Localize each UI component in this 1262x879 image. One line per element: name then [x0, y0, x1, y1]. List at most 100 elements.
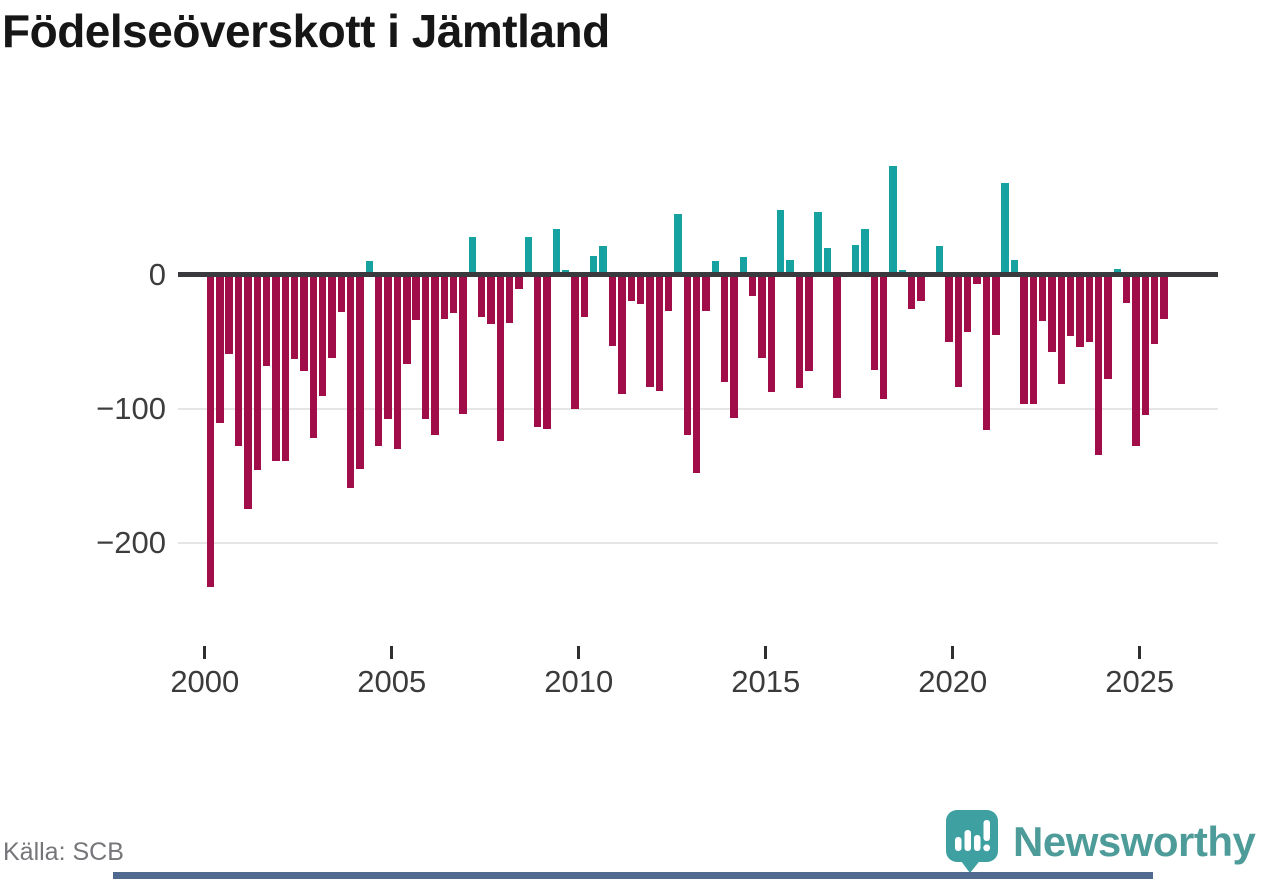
bar-negative — [1085, 274, 1093, 342]
bar-negative — [1141, 274, 1150, 416]
bar-negative — [253, 274, 261, 471]
bar-negative — [1029, 274, 1037, 405]
bar-negative — [636, 274, 645, 304]
bar-negative — [309, 274, 318, 438]
bar-negative — [720, 274, 729, 382]
bar-negative — [449, 274, 458, 314]
bar-negative — [290, 274, 299, 359]
bar-negative — [907, 274, 916, 310]
bar-negative — [608, 274, 617, 346]
bar-negative — [225, 274, 233, 354]
bar-negative — [1076, 274, 1084, 347]
bar-negative — [1151, 274, 1159, 345]
bar-negative — [702, 274, 710, 311]
newsworthy-wordmark: Newsworthy — [1013, 818, 1256, 865]
bar-negative — [879, 274, 888, 400]
bar-negative — [945, 274, 953, 342]
bar-negative — [1057, 274, 1065, 385]
newsworthy-logo-icon — [946, 810, 998, 873]
chart-title: Födelseöverskott i Jämtland — [2, 5, 610, 57]
y-axis-label: −200 — [96, 524, 166, 560]
bar-negative — [206, 274, 215, 587]
bar-negative — [496, 274, 504, 441]
bar-negative — [328, 274, 336, 358]
x-axis-tick — [390, 646, 394, 659]
bar-positive — [851, 245, 860, 275]
bar-negative — [730, 274, 738, 418]
x-axis-label: 2000 — [170, 664, 240, 699]
bar-negative — [954, 274, 963, 388]
bar-negative — [403, 274, 411, 365]
bar-positive — [777, 210, 785, 275]
bar-negative — [1038, 274, 1047, 322]
bar-negative — [505, 274, 514, 323]
bar-negative — [459, 274, 467, 414]
bar-positive — [711, 261, 720, 275]
bar-negative — [337, 274, 346, 313]
bar-negative — [393, 274, 402, 449]
bar-negative — [281, 274, 289, 461]
bar-negative — [664, 274, 673, 311]
bar-positive — [936, 246, 944, 275]
zero-axis-line — [178, 272, 1218, 277]
bar-negative — [477, 274, 486, 318]
bar-negative — [1020, 274, 1028, 405]
bar-positive — [814, 211, 822, 275]
bar-negative — [1066, 274, 1075, 337]
bar-positive — [552, 228, 561, 275]
x-axis-tick — [1138, 646, 1142, 659]
bar-negative — [272, 274, 280, 461]
bar-negative — [795, 274, 804, 389]
bar-positive — [786, 259, 794, 275]
bar-negative — [1160, 274, 1168, 319]
bar-negative — [655, 274, 663, 392]
bar-negative — [440, 274, 448, 319]
x-axis-label: 2015 — [731, 664, 801, 699]
x-axis-label: 2025 — [1105, 664, 1175, 699]
bar-negative — [384, 274, 392, 420]
x-axis-tick — [577, 646, 581, 659]
bar-negative — [1094, 274, 1103, 456]
bar-negative — [412, 274, 420, 321]
bar-negative — [758, 274, 766, 358]
bar-negative — [421, 274, 430, 420]
bar-negative — [244, 274, 252, 509]
bar-negative — [1132, 274, 1140, 447]
bar-negative — [1123, 274, 1131, 303]
bar-positive — [1010, 259, 1019, 275]
bar-positive — [1113, 269, 1122, 275]
bar-positive — [365, 261, 374, 275]
footer-accent-bar — [113, 872, 1153, 879]
bar-negative — [1104, 274, 1112, 380]
bar-negative — [982, 274, 991, 430]
bar-negative — [543, 274, 551, 429]
bar-negative — [870, 274, 878, 370]
bar-positive — [524, 236, 533, 275]
x-axis-label: 2005 — [357, 664, 427, 699]
bar-negative — [964, 274, 972, 333]
y-axis-label: −100 — [96, 390, 166, 426]
bar-positive — [739, 257, 748, 275]
bar-negative — [833, 274, 841, 398]
x-axis-tick — [203, 646, 207, 659]
bar-positive — [889, 165, 897, 275]
x-axis-tick — [764, 646, 768, 659]
bar-negative — [487, 274, 495, 325]
bar-negative — [627, 274, 635, 302]
bar-negative — [300, 274, 308, 371]
bar-negative — [618, 274, 626, 394]
bar-positive — [1001, 183, 1009, 275]
x-axis-tick — [951, 646, 955, 659]
bar-negative — [431, 274, 439, 436]
bar-positive — [861, 228, 869, 275]
bar-positive — [823, 247, 832, 275]
bar-negative — [917, 274, 925, 302]
bar-positive — [674, 214, 682, 275]
bar-negative — [571, 274, 579, 409]
bar-negative — [262, 274, 271, 366]
x-axis-label: 2010 — [544, 664, 614, 699]
bar-negative — [216, 274, 224, 424]
bar-negative — [375, 274, 383, 447]
